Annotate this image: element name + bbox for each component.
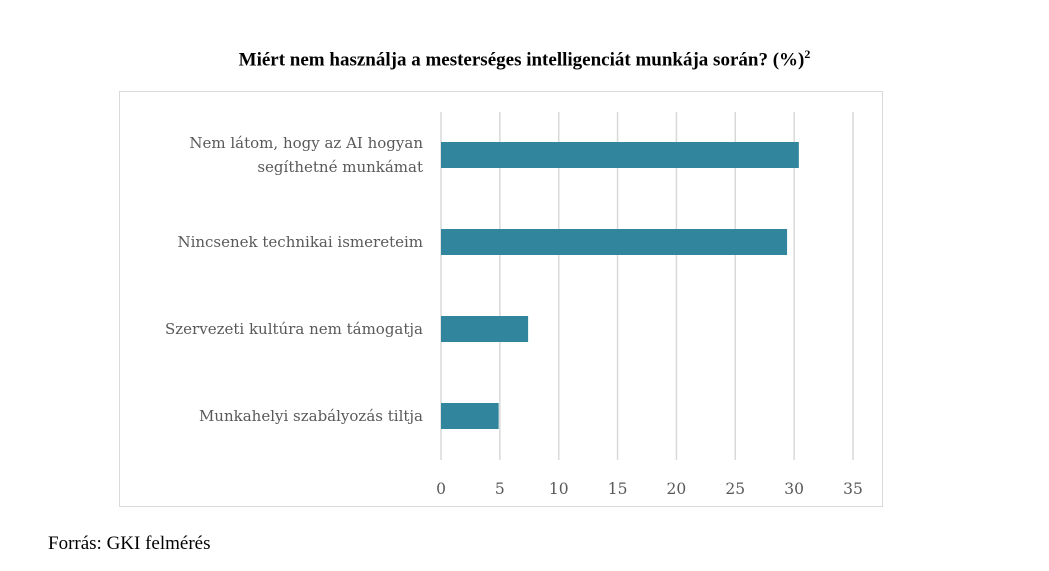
bar [441,142,799,168]
source-note: Forrás: GKI felmérés [48,533,211,554]
x-tick-label: 0 [436,480,446,498]
x-tick-label: 10 [549,480,569,498]
bar [441,316,529,342]
x-tick-label: 35 [843,480,863,498]
footnote-marker: 2 [804,47,811,61]
chart-title: Miért nem használja a mesterséges intell… [0,47,1049,71]
category-label: Munkahelyi szabályozás tiltja [199,407,423,425]
chart-frame [119,91,883,507]
chart-title-text: Miért nem használja a mesterséges intell… [238,49,805,71]
x-tick-label: 20 [667,480,687,498]
category-label: Nincsenek technikai ismereteim [177,233,423,251]
x-tick-label: 30 [784,480,804,498]
category-label: segíthetné munkámat [257,158,423,176]
bar [441,403,499,429]
bar [441,229,788,255]
category-label: Szervezeti kultúra nem támogatja [165,320,423,338]
category-label: Nem látom, hogy az AI hogyan [189,134,423,152]
x-tick-label: 5 [495,480,505,498]
x-tick-label: 15 [608,480,628,498]
x-tick-label: 25 [725,480,745,498]
